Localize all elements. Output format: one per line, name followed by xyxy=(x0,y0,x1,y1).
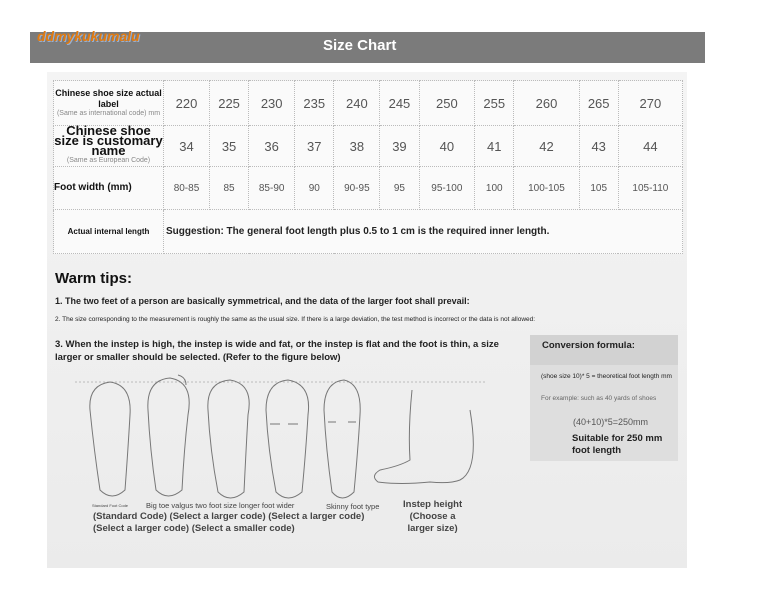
caption-skinny: Skinny foot type xyxy=(326,502,380,511)
row-label: Actual internal length xyxy=(53,209,164,254)
foot-icon xyxy=(323,379,361,499)
caption-standard: Standard Foot Code xyxy=(92,503,129,508)
table-cell: 235 xyxy=(294,80,335,126)
row-label: Chinese shoe size is customary name (Same… xyxy=(53,124,164,167)
instep-caption: Instep height (Choose a larger size) xyxy=(403,499,463,534)
conversion-box: Conversion formula: (shoe size 10)* 5 = … xyxy=(530,335,678,461)
table-cell: 36 xyxy=(248,125,296,167)
caption-types: Big toe valgus two foot size longer foot… xyxy=(146,501,295,510)
brand-logo: ddmykukumalu xyxy=(37,28,140,44)
header-bar: Size Chart xyxy=(30,32,705,63)
foot-icon xyxy=(89,381,131,497)
foot-icon xyxy=(147,374,190,497)
foot-icon xyxy=(265,379,310,499)
table-cell: 85-90 xyxy=(248,166,296,210)
table-cell: 255 xyxy=(474,80,515,126)
conversion-title: Conversion formula: xyxy=(530,335,678,365)
tip-1: 1. The two feet of a person are basicall… xyxy=(55,296,470,306)
table-cell: 240 xyxy=(333,80,381,126)
table-cell: 270 xyxy=(617,80,684,126)
instep-foot-icon xyxy=(374,389,474,484)
table-cell: 95-100 xyxy=(418,166,476,210)
table-cell: 105 xyxy=(578,166,619,210)
table-cell: 80-85 xyxy=(163,166,210,210)
table-cell: 38 xyxy=(333,125,381,167)
table-cell: 85 xyxy=(208,166,250,210)
table-cell: 245 xyxy=(379,80,420,126)
table-cell: 34 xyxy=(163,125,210,167)
table-cell: 41 xyxy=(474,125,515,167)
code-captions: (Standard Code) (Select a larger code) (… xyxy=(93,511,365,534)
table-cell: 37 xyxy=(294,125,335,167)
size-table: Chinese shoe size actual label (Same as i… xyxy=(53,80,684,254)
conversion-suitable: Suitable for 250 mm foot length xyxy=(572,433,663,456)
table-cell: 230 xyxy=(248,80,296,126)
table-cell: 95 xyxy=(379,166,420,210)
conversion-calc: (40+10)*5=250mm xyxy=(573,417,649,427)
table-cell: 260 xyxy=(513,80,580,126)
table-cell: 35 xyxy=(208,125,250,167)
table-cell: 100-105 xyxy=(513,166,580,210)
tip-2: 2. The size corresponding to the measure… xyxy=(55,316,536,323)
table-cell: 225 xyxy=(208,80,250,126)
table-cell: 220 xyxy=(163,80,210,126)
table-cell: 40 xyxy=(418,125,476,167)
table-cell: 43 xyxy=(578,125,619,167)
foot-icon xyxy=(207,379,250,499)
table-cell: 100 xyxy=(474,166,515,210)
table-cell: 90-95 xyxy=(333,166,381,210)
suggestion-text: Suggestion: The general foot length plus… xyxy=(163,209,683,254)
table-cell: 39 xyxy=(379,125,420,167)
table-cell: 265 xyxy=(578,80,619,126)
table-cell: 250 xyxy=(418,80,476,126)
foot-types-illustration xyxy=(75,374,485,499)
conversion-example: For example: such as 40 yards of shoes xyxy=(541,395,657,402)
page-title: Size Chart xyxy=(323,37,397,54)
table-cell: 42 xyxy=(513,125,580,167)
table-cell: 105-110 xyxy=(617,166,684,210)
table-cell: 44 xyxy=(617,125,684,167)
tip-3: 3. When the instep is high, the instep i… xyxy=(55,339,499,363)
conversion-formula: (shoe size 10)* 5 = theoretical foot len… xyxy=(541,373,672,380)
table-cell: 90 xyxy=(294,166,335,210)
row-label: Foot width (mm) xyxy=(53,166,164,210)
warm-tips-heading: Warm tips: xyxy=(55,270,132,287)
row-label: Chinese shoe size actual label (Same as i… xyxy=(53,80,164,126)
